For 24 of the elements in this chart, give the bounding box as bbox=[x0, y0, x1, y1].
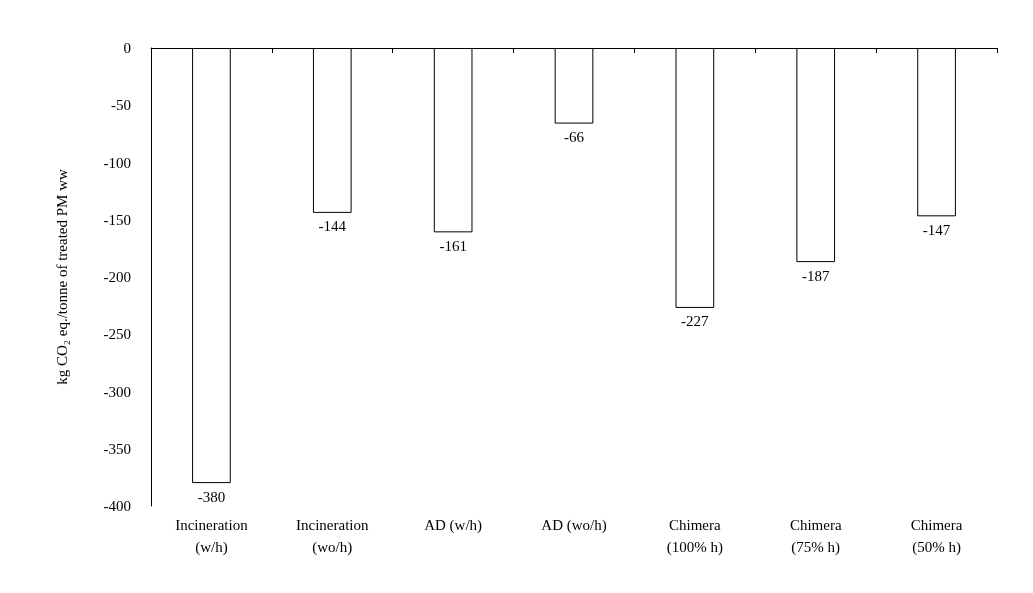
y-tick-label: -200 bbox=[103, 269, 131, 285]
y-tick-label: 0 bbox=[123, 40, 131, 56]
data-label: -227 bbox=[681, 313, 710, 330]
x-tick-label: AD (w/h) bbox=[424, 517, 483, 534]
x-tick-label: Chimera (50% h) bbox=[910, 517, 963, 556]
y-axis-title: kg CO₂ eq./tonne of treated PM ww bbox=[53, 169, 70, 385]
data-label: -380 bbox=[197, 488, 226, 505]
y-tick-label: -50 bbox=[111, 97, 131, 114]
x-tick-label: Incineration (wo/h) bbox=[296, 517, 370, 556]
x-tick-label: Chimera (100% h) bbox=[666, 517, 723, 556]
x-tick-label: AD (wo/h) bbox=[541, 517, 607, 534]
data-label: -161 bbox=[439, 237, 467, 254]
x-tick-label: Chimera (75% h) bbox=[789, 517, 842, 556]
y-tick-label: -350 bbox=[103, 440, 131, 457]
data-label: -187 bbox=[801, 267, 830, 284]
y-tick-label: -250 bbox=[103, 326, 131, 343]
y-tick-label: -100 bbox=[103, 154, 131, 171]
data-label: -147 bbox=[922, 221, 951, 238]
data-label: -144 bbox=[318, 218, 347, 235]
y-tick-label: -400 bbox=[103, 498, 131, 514]
y-tick-label: -150 bbox=[103, 211, 131, 228]
data-label: -66 bbox=[564, 129, 585, 146]
y-tick-label: -300 bbox=[103, 383, 131, 400]
x-tick-label: Incineration (w/h) bbox=[175, 517, 249, 556]
